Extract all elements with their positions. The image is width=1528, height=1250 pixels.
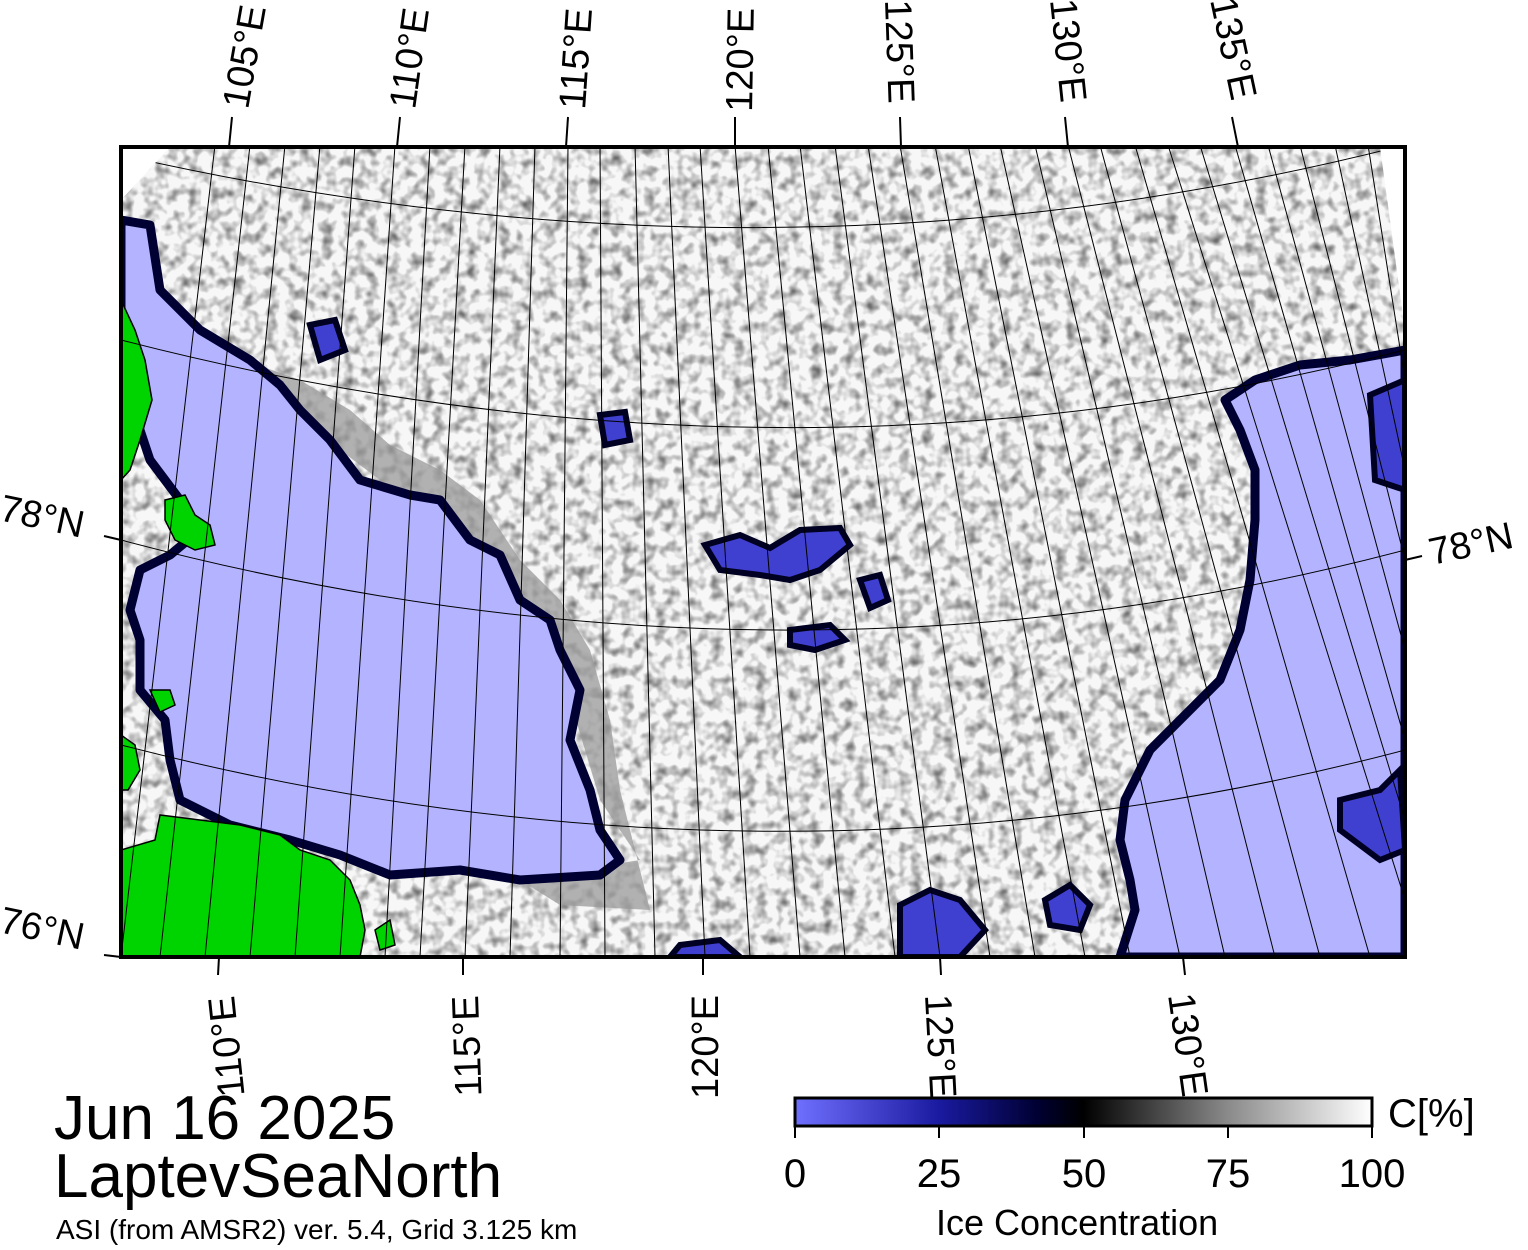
marginal-ice-zone-west (230, 355, 650, 910)
open-water-west (121, 215, 625, 885)
colorbar-unit: C[%] (1388, 1092, 1475, 1136)
top-lon-label: 115°E (552, 7, 601, 111)
land-small-island (164, 494, 216, 551)
left-lat-label: 78°N (0, 488, 88, 547)
land-mainland (121, 814, 366, 957)
axis-ticks (103, 116, 1423, 976)
colorbar-ticks (794, 1126, 1373, 1138)
off-map-left-wedge (121, 147, 170, 200)
left-lat-label: 76°N (0, 900, 88, 959)
bottom-lon-label: 120°E (685, 995, 727, 1099)
region-title: LaptevSeaNorth (54, 1142, 503, 1211)
colorbar (793, 1096, 1374, 1128)
bottom-lon-label: 130°E (1159, 990, 1215, 1099)
right-lat-label: 78°N (1425, 515, 1517, 574)
off-map-right-wedge (1380, 147, 1405, 330)
open-water-east (1115, 345, 1405, 957)
date-title: Jun 16 2025 (54, 1084, 396, 1153)
top-lon-label: 105°E (216, 2, 275, 112)
bottom-lon-label: 115°E (445, 995, 491, 1098)
top-lon-label: 125°E (876, 0, 922, 104)
bottom-longitude-labels: 110°E 115°E 120°E 125°E 130°E (201, 990, 1215, 1099)
map-frame-content (121, 147, 1405, 957)
top-lon-label: 110°E (382, 5, 438, 111)
map-frame (119, 145, 1407, 959)
product-subtitle: ASI (from AMSR2) ver. 5.4, Grid 3.125 km (56, 1214, 578, 1245)
low-concentration-patches (306, 316, 1405, 957)
top-lon-label: 120°E (719, 7, 763, 112)
top-lon-label: 135°E (1201, 0, 1264, 104)
colorbar-tick-label: 100 (1338, 1152, 1406, 1196)
colorbar-tick-label: 75 (1205, 1152, 1251, 1196)
land-cape (374, 918, 396, 951)
top-lon-label: 130°E (1041, 0, 1094, 104)
top-longitude-labels: 105°E 110°E 115°E 120°E 125°E 130°E 135°… (216, 0, 1264, 112)
colorbar-tick-label: 0 (783, 1152, 807, 1196)
colorbar-tick-label: 50 (1061, 1152, 1107, 1196)
bottom-lon-label: 125°E (916, 993, 963, 1099)
colorbar-tick-label: 25 (916, 1152, 962, 1196)
land-islet-mid (148, 689, 176, 713)
colorbar-title: Ice Concentration (936, 1202, 1219, 1243)
graticule (121, 147, 1405, 957)
